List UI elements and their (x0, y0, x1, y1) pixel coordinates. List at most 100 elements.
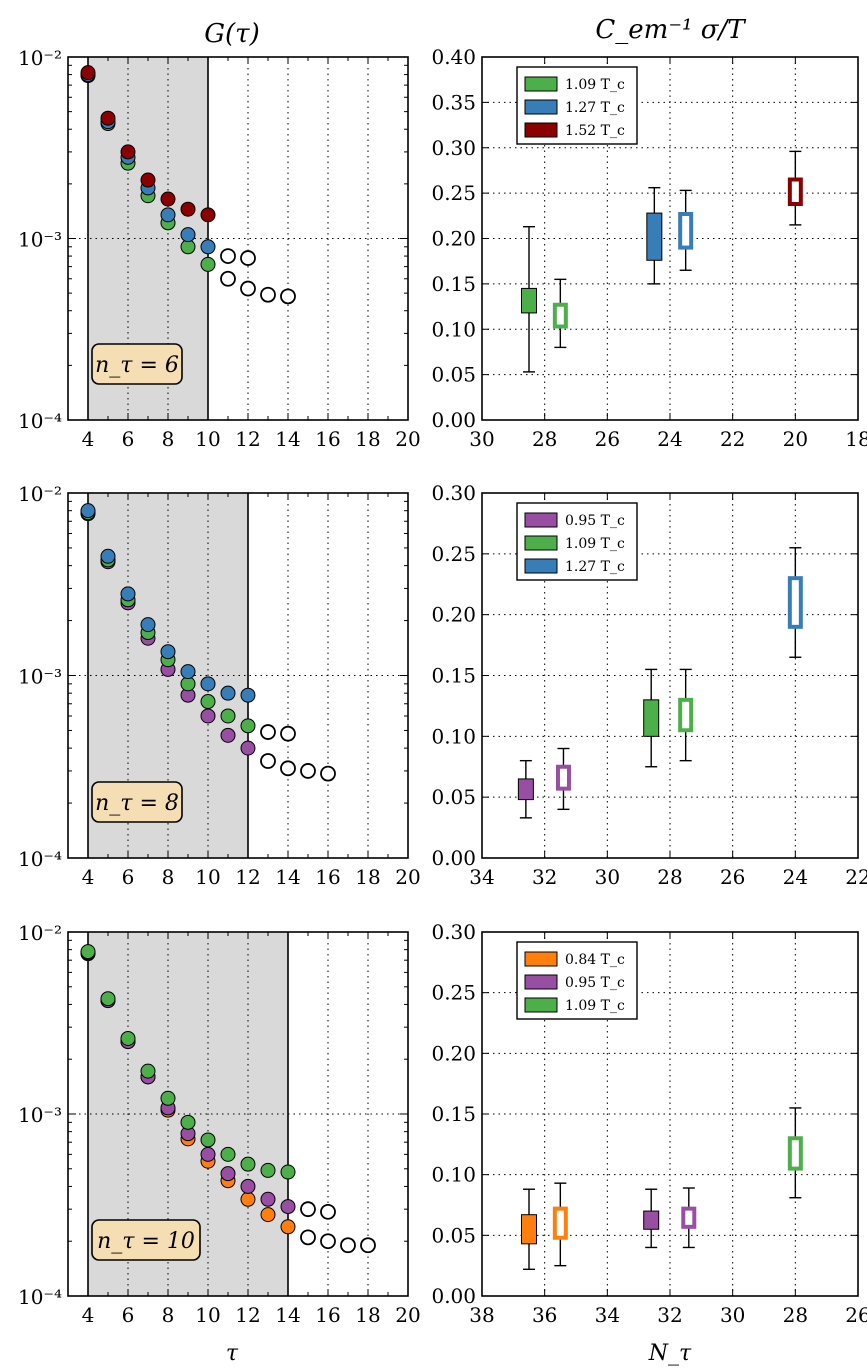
data-point-1.09 (280, 1164, 296, 1180)
x-tick-label: 14 (275, 1303, 300, 1327)
box-filled-1.27 (646, 212, 663, 261)
legend-swatch-1.27 (524, 99, 558, 115)
right-x-axis-label: N_τ (648, 1341, 692, 1366)
data-point-1.52 (140, 172, 156, 188)
data-point-open (280, 760, 296, 777)
data-point-1.52 (160, 191, 176, 207)
legend-swatch-0.95 (524, 512, 558, 528)
data-point-open (320, 765, 336, 782)
y-tick-label: 10⁻⁴ (18, 1285, 62, 1309)
box-filled-0.84 (521, 1214, 537, 1245)
box-open-0.95 (555, 764, 571, 791)
data-point-open (300, 1229, 316, 1246)
data-point-open (240, 280, 256, 297)
y-tick-label: 0.10 (431, 1163, 476, 1187)
box-open-1.52 (787, 177, 803, 207)
y-tick-label: 10⁻⁴ (18, 847, 62, 871)
y-tick-label: 0.05 (431, 363, 476, 387)
x-tick-label: 10 (195, 1303, 220, 1327)
data-point-0.95 (280, 1199, 296, 1215)
x-tick-label: 16 (315, 865, 340, 889)
x-tick-label: 28 (657, 865, 682, 889)
x-tick-label: 26 (845, 1303, 867, 1327)
data-point-open (220, 248, 236, 264)
data-point-1.09 (200, 1132, 216, 1148)
legend-swatch-0.95 (524, 974, 558, 990)
y-tick-label: 10⁻⁴ (18, 409, 62, 433)
data-point-1.09 (120, 1030, 136, 1046)
data-point-open (300, 1201, 316, 1218)
data-point-1.27 (100, 548, 116, 564)
conductivity-panel-2: 38 36 34 32 30 28 26 0.00 0.05 0.10 0.15 0.20 0.25 0.… (431, 920, 867, 1327)
data-point-1.27 (200, 676, 216, 692)
y-tick-label: 0.30 (431, 136, 476, 160)
correlator-panel-2: 4 6 8 10 12 14 16 18 20 10⁻² 10⁻³ 10⁻⁴ n_τ = 10 (18, 921, 421, 1327)
y-tick-label: 0.25 (431, 542, 476, 566)
data-point-0.95 (260, 1191, 276, 1207)
legend-swatch-1.27 (524, 558, 558, 574)
data-point-open (320, 1233, 336, 1250)
nt-badge (91, 1219, 201, 1261)
y-tick-label: 0.15 (431, 664, 476, 688)
box-filled-1.09 (643, 699, 660, 737)
y-tick-label: 0.05 (431, 785, 476, 809)
data-point-open (240, 250, 256, 266)
data-point-open (260, 724, 276, 740)
data-point-0.84 (260, 1207, 276, 1223)
data-point-1.27 (120, 586, 136, 602)
data-point-1.09 (140, 1063, 156, 1079)
nt-badge-label: n_τ = 10 (97, 1229, 195, 1254)
y-tick-label: 0.30 (431, 481, 476, 505)
y-tick-label: 10⁻³ (18, 665, 62, 689)
data-point-0.95 (220, 727, 236, 743)
x-tick-label: 34 (469, 865, 494, 889)
data-point-1.09 (260, 1162, 276, 1178)
legend-swatch-1.09 (524, 76, 558, 92)
x-tick-label: 30 (595, 865, 620, 889)
x-tick-label: 18 (845, 427, 867, 451)
x-tick-label: 32 (532, 865, 557, 889)
data-point-1.27 (240, 687, 256, 703)
x-tick-label: 20 (395, 427, 420, 451)
legend-label: 1.09 T_c (565, 998, 625, 1014)
y-tick-label: 10⁻³ (18, 228, 62, 252)
data-point-open (340, 1237, 356, 1254)
y-tick-label: 0.20 (431, 1041, 476, 1065)
legend-label: 1.09 T_c (565, 536, 625, 552)
y-tick-label: 0.00 (431, 846, 476, 870)
data-point-1.09 (220, 708, 236, 724)
y-tick-label: 10⁻³ (18, 1103, 62, 1127)
data-point-0.95 (240, 1178, 256, 1194)
x-tick-label: 26 (720, 865, 745, 889)
nt-badge-label: n_τ = 8 (95, 791, 179, 816)
nt-badge-label: n_τ = 6 (95, 353, 179, 378)
y-tick-label: 0.00 (431, 1284, 476, 1308)
box-filled-0.95 (643, 1210, 660, 1230)
data-point-open (280, 288, 296, 305)
x-tick-label: 18 (355, 1303, 380, 1327)
x-tick-label: 12 (235, 427, 260, 451)
legend-swatch-0.84 (524, 951, 558, 967)
box-open-0.84 (552, 1206, 568, 1240)
y-tick-label: 0.15 (431, 1102, 476, 1126)
data-point-1.52 (180, 201, 196, 217)
x-tick-label: 22 (720, 427, 745, 451)
y-tick-label: 0.35 (431, 90, 476, 114)
data-point-1.09 (100, 991, 116, 1007)
data-point-open (280, 725, 296, 742)
x-tick-label: 28 (532, 427, 557, 451)
legend-label: 0.95 T_c (565, 513, 625, 529)
x-tick-label: 30 (720, 1303, 745, 1327)
data-point-1.09 (240, 1156, 256, 1172)
legend-swatch-1.09 (524, 997, 558, 1013)
correlator-panel-0: 4 6 8 10 12 14 16 18 20 10⁻² 10⁻³ 10⁻⁴ n_τ = 6 (18, 46, 421, 451)
legend-label: 0.95 T_c (565, 975, 625, 991)
x-tick-label: 14 (275, 427, 300, 451)
x-tick-label: 8 (162, 427, 175, 451)
data-point-0.84 (240, 1191, 256, 1207)
conductivity-panel-0: 30 28 26 24 22 20 18 0.00 0.05 0.10 0.15 0.20 0.25 0.… (431, 45, 867, 451)
box-open-1.27 (678, 211, 694, 250)
data-point-1.27 (220, 685, 236, 701)
y-tick-label: 0.00 (431, 408, 476, 432)
